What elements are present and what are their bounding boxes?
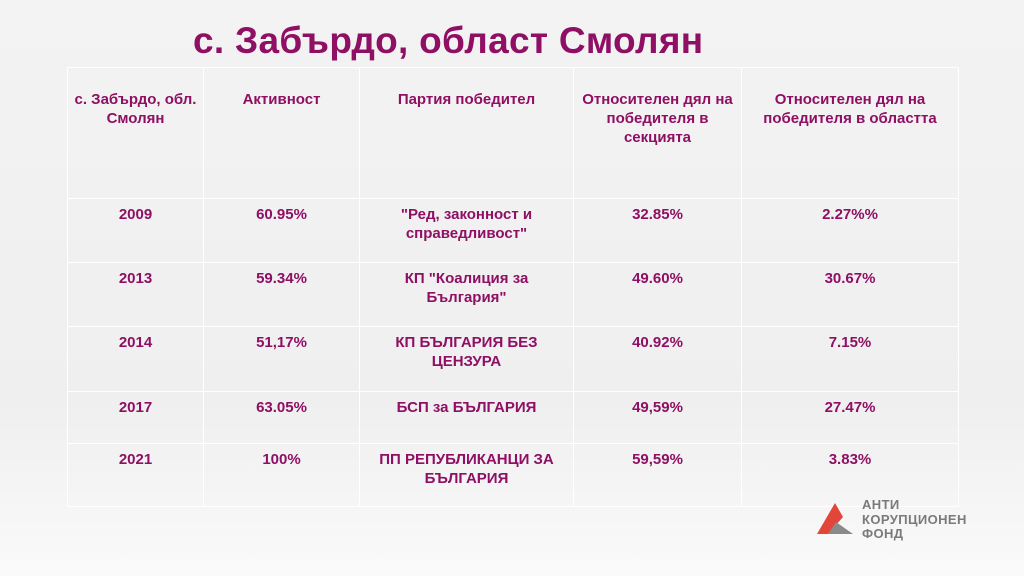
results-table: с. Забърдо, обл. Смолян Активност Партия… (67, 67, 959, 507)
cell-share-region: 30.67% (741, 262, 959, 327)
logo-line-1: АНТИ (862, 497, 900, 512)
cell-share-section: 49.60% (573, 262, 742, 327)
cell-party: КП "Коалиция за България" (359, 262, 574, 327)
logo-text: АНТИ КОРУПЦИОНЕН ФОНД (862, 497, 967, 542)
table-row: 2014 51,17% КП БЪЛГАРИЯ БЕЗ ЦЕНЗУРА 40.9… (67, 326, 959, 392)
table-row: 2009 60.95% "Ред, законност и справедлив… (67, 198, 959, 263)
logo-line-2: КОРУПЦИОНЕН (862, 511, 967, 527)
cell-year: 2017 (67, 391, 204, 444)
cell-share-section: 32.85% (573, 198, 742, 263)
table-header-row: с. Забърдо, обл. Смолян Активност Партия… (67, 67, 959, 199)
cell-turnout: 63.05% (203, 391, 360, 444)
cell-party: ПП РЕПУБЛИКАНЦИ ЗА БЪЛГАРИЯ (359, 443, 574, 507)
cell-turnout: 100% (203, 443, 360, 507)
cell-share-region: 7.15% (741, 326, 959, 392)
cell-year: 2013 (67, 262, 204, 327)
header-share-region: Относителен дял на победителя в областта (741, 67, 959, 199)
cell-share-section: 40.92% (573, 326, 742, 392)
cell-share-region: 3.83% (741, 443, 959, 507)
cell-year: 2009 (67, 198, 204, 263)
cell-party: КП БЪЛГАРИЯ БЕЗ ЦЕНЗУРА (359, 326, 574, 392)
page-title: с. Забърдо, област Смолян (193, 20, 704, 61)
cell-turnout: 59.34% (203, 262, 360, 327)
cell-share-region: 2.27%% (741, 198, 959, 263)
triangle-logo-icon (817, 503, 853, 534)
cell-year: 2021 (67, 443, 204, 507)
cell-turnout: 60.95% (203, 198, 360, 263)
cell-share-region: 27.47% (741, 391, 959, 444)
cell-share-section: 59,59% (573, 443, 742, 507)
logo-line-3: ФОНД (862, 526, 904, 541)
cell-year: 2014 (67, 326, 204, 392)
table-row: 2021 100% ПП РЕПУБЛИКАНЦИ ЗА БЪЛГАРИЯ 59… (67, 443, 959, 507)
header-location: с. Забърдо, обл. Смолян (67, 67, 204, 199)
table-row: 2013 59.34% КП "Коалиция за България" 49… (67, 262, 959, 327)
cell-turnout: 51,17% (203, 326, 360, 392)
cell-party: БСП за БЪЛГАРИЯ (359, 391, 574, 444)
cell-party: "Ред, законност и справедливост" (359, 198, 574, 263)
header-winning-party: Партия победител (359, 67, 574, 199)
cell-share-section: 49,59% (573, 391, 742, 444)
header-share-section: Относителен дял на победителя в секцията (573, 67, 742, 199)
table-row: 2017 63.05% БСП за БЪЛГАРИЯ 49,59% 27.47… (67, 391, 959, 444)
anti-corruption-fund-logo: АНТИ КОРУПЦИОНЕН ФОНД (814, 497, 994, 544)
header-turnout: Активност (203, 67, 360, 199)
